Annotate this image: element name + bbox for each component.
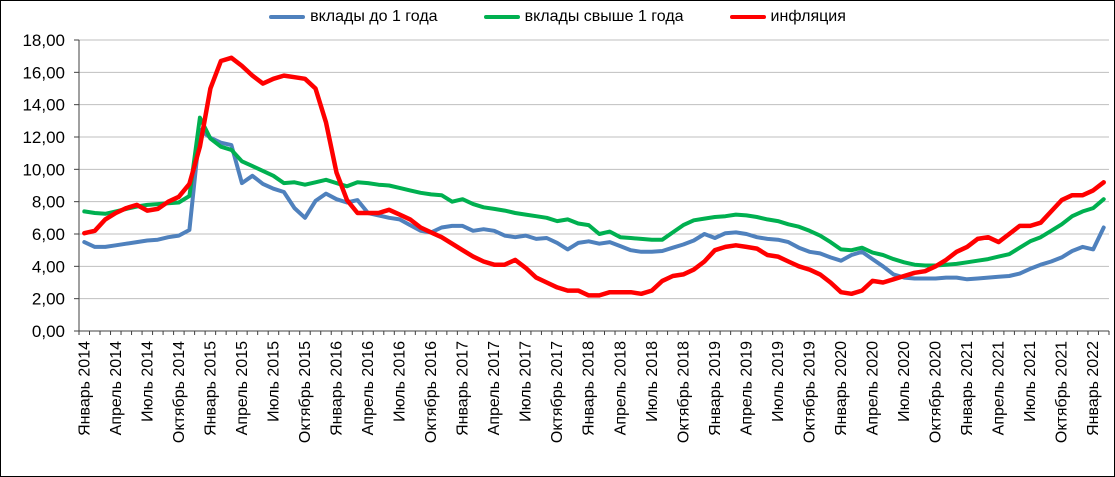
x-axis-label: Апрель 2018 [612, 341, 629, 435]
x-axis-label: Октябрь 2016 [423, 341, 440, 443]
y-axis-label: 16,00 [22, 63, 65, 82]
x-axis-label: Июль 2021 [1022, 341, 1039, 422]
x-axis-label: Апрель 2015 [234, 341, 251, 435]
x-axis-label: Апрель 2016 [360, 341, 377, 435]
legend: вклады до 1 года вклады свыше 1 года инф… [1, 8, 1114, 26]
x-axis-label: Октябрь 2019 [801, 341, 818, 443]
x-axis-label: Апрель 2019 [738, 341, 755, 435]
legend-label-deposits-over-1y: вклады свыше 1 года [524, 8, 684, 25]
legend-item-deposits-under-1y: вклады до 1 года [269, 8, 438, 26]
x-axis-label: Январь 2016 [329, 341, 346, 436]
y-axis-label: 6,00 [32, 225, 65, 244]
x-axis-label: Апрель 2020 [865, 341, 882, 435]
y-axis-label: 0,00 [32, 322, 65, 341]
x-axis-label: Январь 2021 [959, 341, 976, 436]
x-axis-label: Январь 2018 [581, 341, 598, 436]
x-axis-label: Июль 2019 [770, 341, 787, 422]
legend-item-inflation: инфляция [729, 8, 846, 26]
x-axis-label: Июль 2020 [896, 341, 913, 422]
x-axis-label: Июль 2018 [644, 341, 661, 422]
y-axis-label: 4,00 [32, 257, 65, 276]
x-axis-label: Январь 2022 [1085, 341, 1102, 436]
x-axis-label: Январь 2014 [76, 341, 93, 436]
x-axis-label: Октябрь 2014 [171, 341, 188, 443]
x-axis-label: Апрель 2014 [108, 341, 125, 435]
x-axis-label: Январь 2020 [833, 341, 850, 436]
legend-swatch-deposits-under-1y-icon [269, 15, 306, 19]
x-axis-label: Октябрь 2017 [549, 341, 566, 443]
legend-label-inflation: инфляция [770, 8, 846, 25]
series-inflation-line [82, 55, 1106, 298]
series-deposits-under-1y-line [82, 127, 1106, 282]
y-axis-label: 2,00 [32, 290, 65, 309]
x-axis-label: Октябрь 2020 [928, 341, 945, 443]
x-axis-label: Январь 2015 [202, 341, 219, 436]
legend-swatch-inflation-icon [729, 15, 766, 19]
legend-label-deposits-under-1y: вклады до 1 года [310, 8, 438, 25]
y-axis-label: 12,00 [22, 128, 65, 147]
x-axis-label: Июль 2016 [392, 341, 409, 422]
x-axis-label: Октябрь 2015 [297, 341, 314, 443]
x-axis-label: Апрель 2017 [486, 341, 503, 435]
x-axis-label: Январь 2017 [455, 341, 472, 436]
x-axis-label: Январь 2019 [707, 341, 724, 436]
x-axis-label: Апрель 2021 [991, 341, 1008, 435]
legend-swatch-deposits-over-1y-icon [483, 15, 520, 19]
x-axis-label: Октябрь 2021 [1054, 341, 1071, 443]
y-axis-label: 18,00 [22, 31, 65, 50]
x-axis-label: Июль 2015 [265, 341, 282, 422]
x-axis-label: Июль 2017 [518, 341, 535, 422]
legend-item-deposits-over-1y: вклады свыше 1 года [483, 8, 684, 26]
y-axis-label: 14,00 [22, 96, 65, 115]
y-axis-label: 10,00 [22, 160, 65, 179]
x-axis-label: Июль 2014 [139, 341, 156, 422]
x-axis-label: Октябрь 2018 [675, 341, 692, 443]
y-axis-label: 8,00 [32, 193, 65, 212]
